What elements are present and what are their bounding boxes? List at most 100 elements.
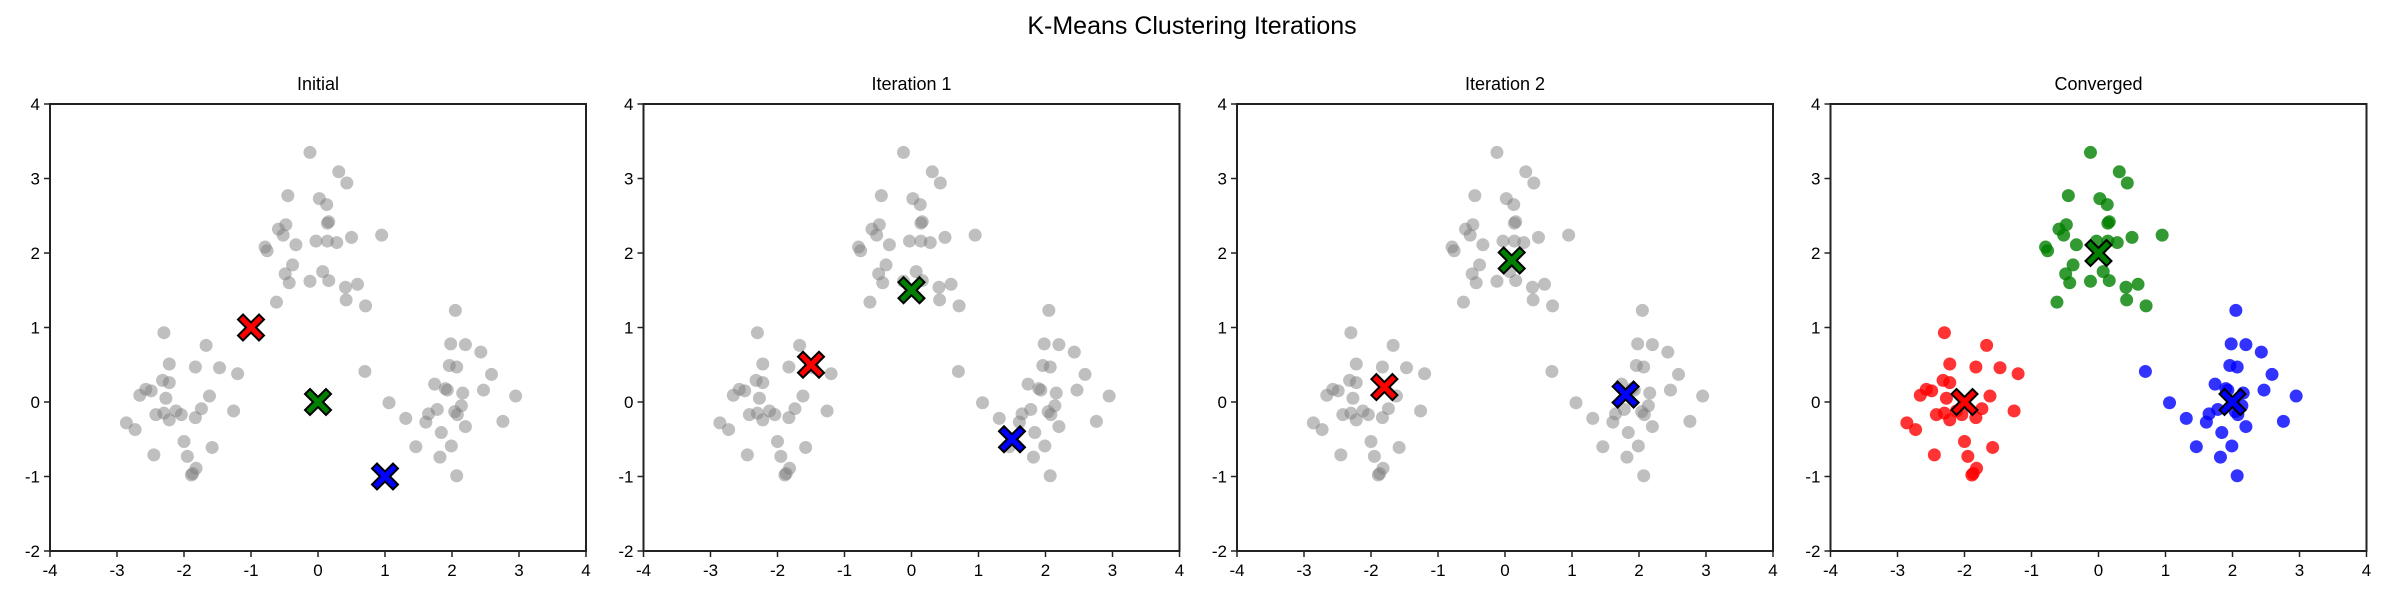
data-point bbox=[925, 165, 939, 179]
data-point bbox=[1631, 439, 1645, 453]
x-tick-label: 3 bbox=[1108, 561, 1117, 580]
data-point bbox=[1476, 238, 1490, 252]
x-tick-label: 3 bbox=[514, 561, 523, 580]
y-tick-label: 0 bbox=[1811, 393, 1820, 412]
data-point bbox=[854, 244, 868, 258]
data-point bbox=[1375, 360, 1389, 374]
data-point bbox=[1527, 176, 1541, 190]
data-point bbox=[2179, 411, 2193, 425]
data-point bbox=[450, 360, 464, 374]
data-point bbox=[1986, 440, 2000, 454]
data-point bbox=[340, 176, 354, 190]
data-point bbox=[1012, 415, 1026, 429]
data-point bbox=[320, 198, 334, 212]
data-point bbox=[1696, 389, 1710, 403]
data-point bbox=[177, 434, 191, 448]
data-point bbox=[147, 448, 161, 462]
data-point bbox=[750, 326, 764, 340]
x-tick-label: 2 bbox=[1634, 561, 1643, 580]
data-point bbox=[879, 258, 893, 272]
figure-title: K-Means Clustering Iterations bbox=[1027, 12, 1357, 40]
data-point bbox=[2083, 145, 2097, 159]
y-tick-label: -2 bbox=[618, 542, 633, 561]
data-point bbox=[162, 357, 176, 371]
y-tick-label: 3 bbox=[1218, 170, 1227, 189]
x-tick-label: 0 bbox=[313, 561, 322, 580]
data-point bbox=[309, 234, 323, 248]
data-point bbox=[2199, 415, 2213, 429]
x-tick-label: -2 bbox=[770, 561, 785, 580]
data-point bbox=[159, 391, 173, 405]
data-point bbox=[1021, 377, 1035, 391]
y-tick-label: -1 bbox=[1805, 468, 1820, 487]
data-point bbox=[358, 364, 372, 378]
data-point bbox=[799, 440, 813, 454]
data-point bbox=[913, 198, 927, 212]
data-point bbox=[874, 189, 888, 203]
data-point bbox=[1320, 388, 1334, 402]
data-point bbox=[1637, 469, 1651, 483]
data-point bbox=[1643, 386, 1657, 400]
x-tick-label: 0 bbox=[907, 561, 916, 580]
data-point bbox=[1569, 396, 1583, 410]
data-point bbox=[1621, 426, 1635, 440]
data-point bbox=[902, 234, 916, 248]
data-point bbox=[932, 280, 946, 294]
data-point bbox=[1349, 413, 1363, 427]
plot-frame bbox=[1236, 103, 1774, 552]
data-point bbox=[2213, 450, 2227, 464]
data-point bbox=[458, 338, 472, 352]
subplot-title: Iteration 2 bbox=[1465, 74, 1545, 94]
data-point bbox=[509, 389, 523, 403]
data-point bbox=[1517, 236, 1531, 250]
data-point bbox=[428, 377, 442, 391]
data-point bbox=[2066, 258, 2080, 272]
x-tick-label: -1 bbox=[1430, 561, 1445, 580]
data-point bbox=[433, 450, 447, 464]
data-point bbox=[440, 383, 454, 397]
data-point bbox=[952, 299, 966, 313]
data-point bbox=[768, 408, 782, 422]
data-point bbox=[1043, 360, 1057, 374]
data-point bbox=[2257, 383, 2271, 397]
data-point bbox=[1456, 295, 1470, 309]
data-point bbox=[2057, 228, 2071, 242]
data-point bbox=[375, 228, 389, 242]
x-tick-label: -2 bbox=[1957, 561, 1972, 580]
y-tick-label: -2 bbox=[1805, 542, 1820, 561]
data-point bbox=[199, 338, 213, 352]
y-tick-label: 1 bbox=[31, 319, 40, 338]
data-point bbox=[2100, 198, 2114, 212]
plot-frame bbox=[49, 103, 587, 552]
data-point bbox=[722, 423, 736, 437]
data-point bbox=[2011, 367, 2025, 381]
data-point bbox=[1966, 467, 1980, 481]
data-point bbox=[454, 399, 468, 413]
data-point bbox=[2120, 176, 2134, 190]
data-point bbox=[1927, 448, 1941, 462]
x-tick-label: -1 bbox=[837, 561, 852, 580]
y-tick-label: 2 bbox=[1218, 244, 1227, 263]
data-point bbox=[933, 176, 947, 190]
data-point bbox=[1447, 244, 1461, 258]
data-point bbox=[1913, 388, 1927, 402]
data-point bbox=[144, 384, 158, 398]
data-point bbox=[1672, 367, 1686, 381]
data-point bbox=[796, 389, 810, 403]
data-point bbox=[876, 276, 890, 290]
x-tick-label: -3 bbox=[109, 561, 124, 580]
data-point bbox=[992, 411, 1006, 425]
data-point bbox=[474, 345, 488, 359]
data-point bbox=[2041, 244, 2055, 258]
data-point bbox=[2139, 299, 2153, 313]
x-tick-label: 2 bbox=[447, 561, 456, 580]
data-point bbox=[2102, 215, 2116, 229]
x-tick-label: 1 bbox=[1567, 561, 1576, 580]
y-tick-label: 3 bbox=[1811, 170, 1820, 189]
data-point bbox=[1645, 338, 1659, 352]
y-tick-label: 2 bbox=[31, 244, 40, 263]
data-point bbox=[1468, 189, 1482, 203]
data-point bbox=[756, 376, 770, 390]
centroid-marker bbox=[2084, 238, 2113, 268]
data-point bbox=[276, 228, 290, 242]
